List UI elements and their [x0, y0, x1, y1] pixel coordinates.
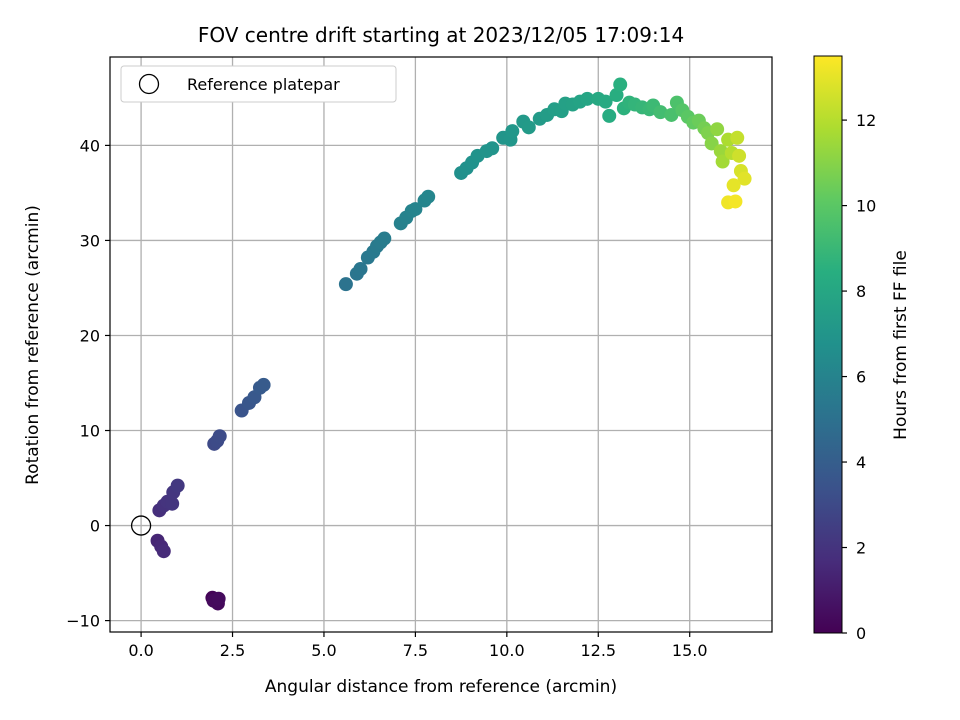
data-point [613, 77, 628, 92]
data-point [602, 108, 617, 123]
data-point [664, 107, 679, 122]
y-axis-ticks: −10 0 10 20 30 40 [66, 136, 110, 631]
data-point [598, 94, 613, 109]
data-point [580, 91, 595, 106]
data-point [730, 130, 745, 145]
x-tick-label: 5.0 [311, 641, 336, 660]
colorbar: 0 2 4 6 8 10 12 Hours from first FF file [813, 55, 911, 643]
data-point [170, 478, 185, 493]
x-tick-label: 10.0 [489, 641, 525, 660]
data-point [713, 144, 728, 159]
x-tick-label: 12.5 [580, 641, 616, 660]
x-tick-label: 2.5 [220, 641, 245, 660]
data-point [353, 261, 368, 276]
y-axis-label: Rotation from reference (arcmin) [23, 205, 43, 485]
data-point [726, 178, 741, 193]
legend-box [120, 65, 397, 103]
colorbar-tick-label: 6 [856, 368, 866, 387]
y-tick-label: 0 [90, 517, 100, 536]
colorbar-ticks: 0 2 4 6 8 10 12 [842, 111, 876, 643]
x-tick-label: 15.0 [672, 641, 708, 660]
data-point [732, 148, 747, 163]
reference-platepar-marker [130, 515, 152, 536]
data-point [653, 105, 668, 120]
colorbar-gradient [813, 55, 843, 634]
chart-title: FOV centre drift starting at 2023/12/05 … [198, 23, 684, 47]
grid-lines [110, 57, 772, 632]
y-tick-label: 20 [80, 326, 100, 345]
colorbar-label: Hours from first FF file [891, 250, 911, 440]
data-point [212, 429, 227, 444]
y-tick-label: 40 [80, 136, 100, 155]
x-tick-label: 7.5 [403, 641, 428, 660]
colorbar-tick-label: 8 [856, 282, 866, 301]
data-point [421, 189, 436, 204]
reference-point-layer [130, 515, 152, 536]
legend: Reference platepar [120, 65, 397, 103]
colorbar-tick-label: 10 [856, 197, 876, 216]
data-point [728, 194, 743, 209]
data-point [165, 496, 180, 511]
data-point [521, 120, 536, 135]
x-axis-ticks: 0.0 2.5 5.0 7.5 10.0 12.5 15.0 [128, 632, 708, 660]
data-point [156, 544, 171, 559]
data-point [505, 124, 520, 139]
data-point [737, 171, 752, 186]
data-point [485, 141, 500, 156]
data-point [256, 377, 271, 392]
data-point [211, 591, 226, 606]
y-tick-label: −10 [66, 612, 100, 631]
data-points [150, 77, 752, 611]
colorbar-tick-label: 12 [856, 111, 876, 130]
x-axis-label: Angular distance from reference (arcmin) [265, 677, 617, 697]
legend-marker-icon [138, 73, 160, 95]
plot-frame [109, 56, 773, 633]
colorbar-tick-label: 4 [856, 453, 866, 472]
y-tick-label: 30 [80, 231, 100, 250]
colorbar-tick-label: 2 [856, 539, 866, 558]
legend-label: Reference platepar [187, 75, 340, 94]
x-tick-label: 0.0 [128, 641, 153, 660]
data-point [408, 202, 423, 217]
data-point [338, 277, 353, 292]
data-point [377, 231, 392, 246]
y-tick-label: 10 [80, 422, 100, 441]
data-point [715, 154, 730, 169]
colorbar-tick-label: 0 [856, 624, 866, 643]
data-point [710, 122, 725, 137]
